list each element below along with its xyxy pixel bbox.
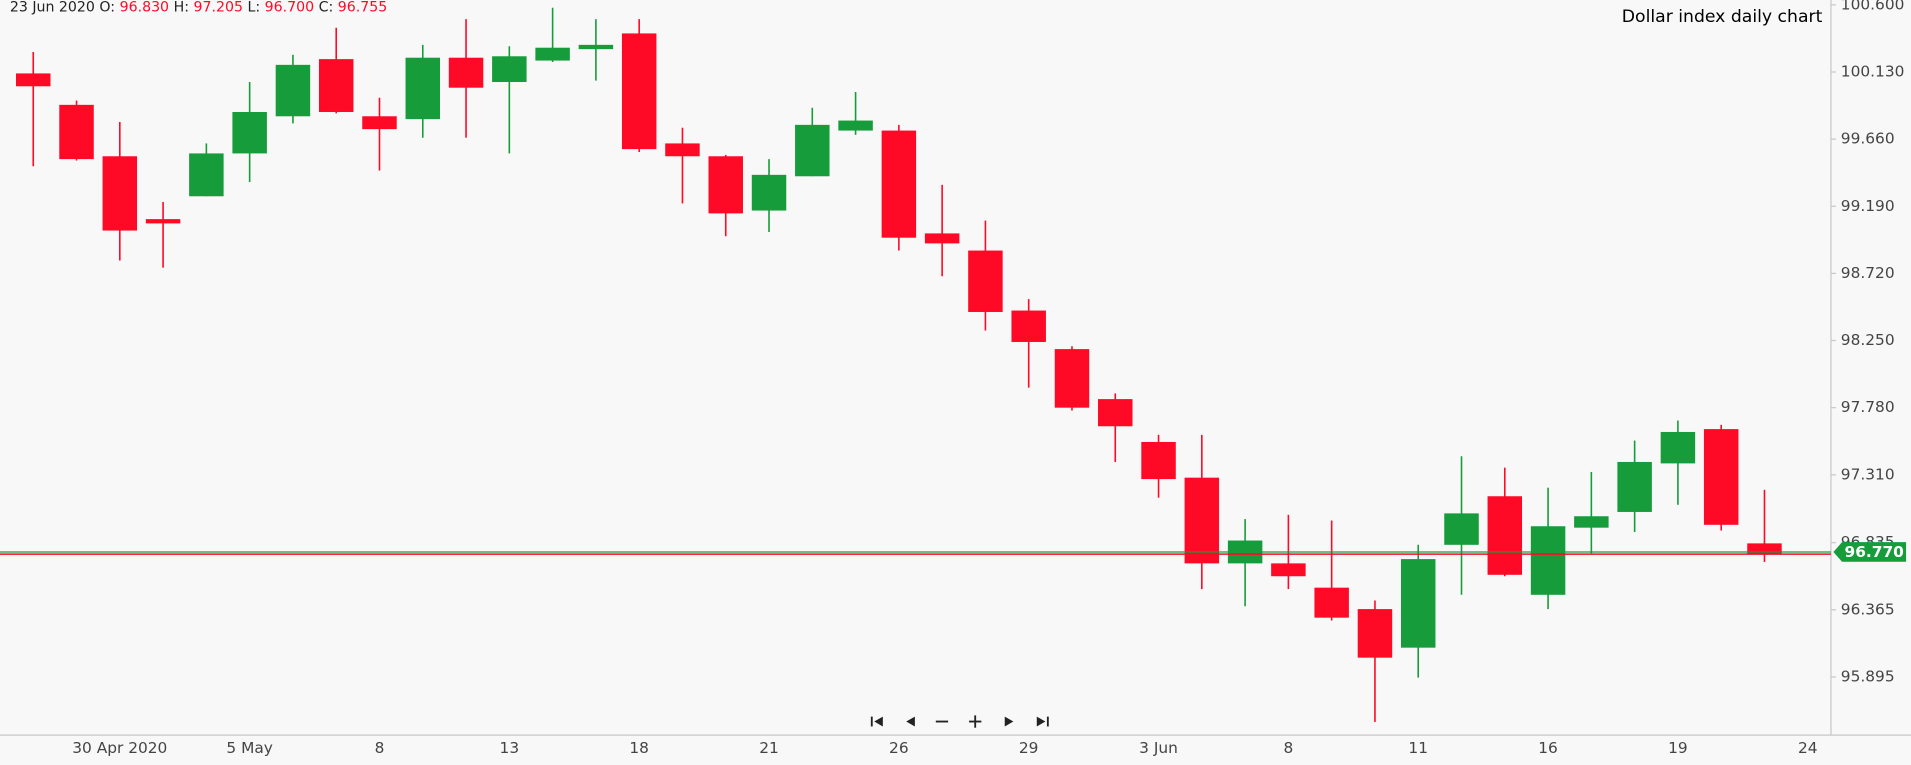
x-tick-label: 19 bbox=[1668, 739, 1688, 757]
candle-body bbox=[621, 33, 657, 150]
y-tick-label: 98.720 bbox=[1841, 264, 1895, 282]
header-field-value: 97.205 bbox=[193, 0, 242, 15]
x-tick-label: 13 bbox=[500, 739, 520, 757]
x-tick-label: 30 Apr 2020 bbox=[72, 739, 167, 757]
x-tick-label: 26 bbox=[889, 739, 909, 757]
candle-body bbox=[405, 57, 441, 120]
x-tick-label: 8 bbox=[375, 739, 385, 757]
header-date: 23 Jun 2020 bbox=[10, 0, 95, 15]
candle-body bbox=[1400, 559, 1436, 648]
candle-body bbox=[1314, 587, 1349, 618]
candle-body bbox=[1444, 513, 1479, 545]
candle-body bbox=[102, 156, 138, 231]
header-field-value: 96.830 bbox=[120, 0, 169, 15]
candle-body bbox=[1487, 496, 1523, 575]
ohlc-header: 23 Jun 2020 O: 96.830 H: 97.205 L: 96.70… bbox=[10, 0, 387, 15]
header-field-name: L: bbox=[247, 0, 260, 15]
header-field-name: O: bbox=[99, 0, 115, 15]
x-tick-label: 3 Jun bbox=[1139, 739, 1178, 757]
candle-body bbox=[492, 56, 527, 82]
candle-body bbox=[145, 219, 181, 224]
header-field-name: H: bbox=[174, 0, 189, 15]
candle-body bbox=[708, 156, 743, 214]
candle-body bbox=[1617, 461, 1652, 512]
candle-body bbox=[232, 111, 267, 154]
candle-body bbox=[578, 44, 614, 50]
candle-body bbox=[362, 116, 397, 130]
last-price-tag bbox=[1833, 542, 1907, 562]
candle-body bbox=[1703, 429, 1739, 525]
scroll-right-button[interactable] bbox=[1000, 714, 1017, 729]
x-tick-label: 18 bbox=[629, 739, 649, 757]
header-field-value: 96.700 bbox=[265, 0, 314, 15]
go-to-end-button[interactable] bbox=[1033, 714, 1050, 729]
candle-body bbox=[535, 47, 570, 61]
y-tick-label: 100.130 bbox=[1841, 62, 1905, 80]
x-tick-label: 11 bbox=[1408, 739, 1428, 757]
zoom-in-button[interactable] bbox=[967, 714, 984, 729]
y-tick-label: 98.250 bbox=[1841, 331, 1895, 349]
candle-body bbox=[59, 104, 94, 160]
chart-title: Dollar index daily chart bbox=[1622, 7, 1823, 27]
candle-body bbox=[1141, 441, 1176, 480]
y-tick-label: 97.780 bbox=[1841, 398, 1895, 416]
candle-body bbox=[751, 174, 787, 211]
candle-body bbox=[1271, 563, 1306, 577]
candle-body bbox=[665, 143, 700, 157]
candle-body bbox=[1011, 310, 1046, 342]
y-tick-label: 100.600 bbox=[1841, 0, 1905, 13]
candle-body bbox=[838, 120, 873, 131]
scroll-left-button[interactable] bbox=[901, 714, 918, 729]
header-field-value: 96.755 bbox=[338, 0, 387, 15]
candle-body bbox=[189, 153, 224, 197]
x-tick-label: 16 bbox=[1538, 739, 1558, 757]
candle-body bbox=[924, 233, 960, 244]
y-tick-label: 99.190 bbox=[1841, 197, 1895, 215]
x-tick-label: 29 bbox=[1019, 739, 1039, 757]
candle-body bbox=[275, 64, 311, 117]
go-to-start-button[interactable] bbox=[869, 714, 886, 729]
candle-body bbox=[1574, 516, 1609, 528]
candle-body bbox=[1098, 399, 1133, 427]
candles bbox=[16, 7, 1782, 722]
candle-body bbox=[1357, 609, 1393, 658]
candle-body bbox=[881, 130, 917, 238]
candle-body bbox=[1660, 431, 1696, 464]
last-price-label: 96.770 bbox=[1845, 543, 1904, 561]
candle-body bbox=[968, 250, 1003, 312]
candle-body bbox=[1530, 526, 1566, 595]
y-tick-label: 99.660 bbox=[1841, 130, 1895, 148]
y-tick-label: 95.895 bbox=[1841, 667, 1895, 685]
y-tick-label: 97.310 bbox=[1841, 465, 1895, 483]
zoom-out-button[interactable] bbox=[933, 714, 950, 729]
x-tick-label: 8 bbox=[1283, 739, 1293, 757]
candle-body bbox=[318, 59, 354, 112]
header-field-name: C: bbox=[319, 0, 334, 15]
candle-body bbox=[1747, 543, 1782, 555]
y-tick-label: 96.365 bbox=[1841, 600, 1895, 618]
candle-body bbox=[448, 57, 484, 88]
candle-body bbox=[1054, 349, 1090, 408]
x-tick-label: 21 bbox=[759, 739, 779, 757]
x-tick-label: 5 May bbox=[226, 739, 272, 757]
x-tick-label: 24 bbox=[1798, 739, 1818, 757]
candle-body bbox=[1184, 477, 1220, 564]
candle-body bbox=[795, 124, 830, 177]
navigation-controls bbox=[869, 714, 1050, 729]
candle-body bbox=[16, 73, 51, 87]
